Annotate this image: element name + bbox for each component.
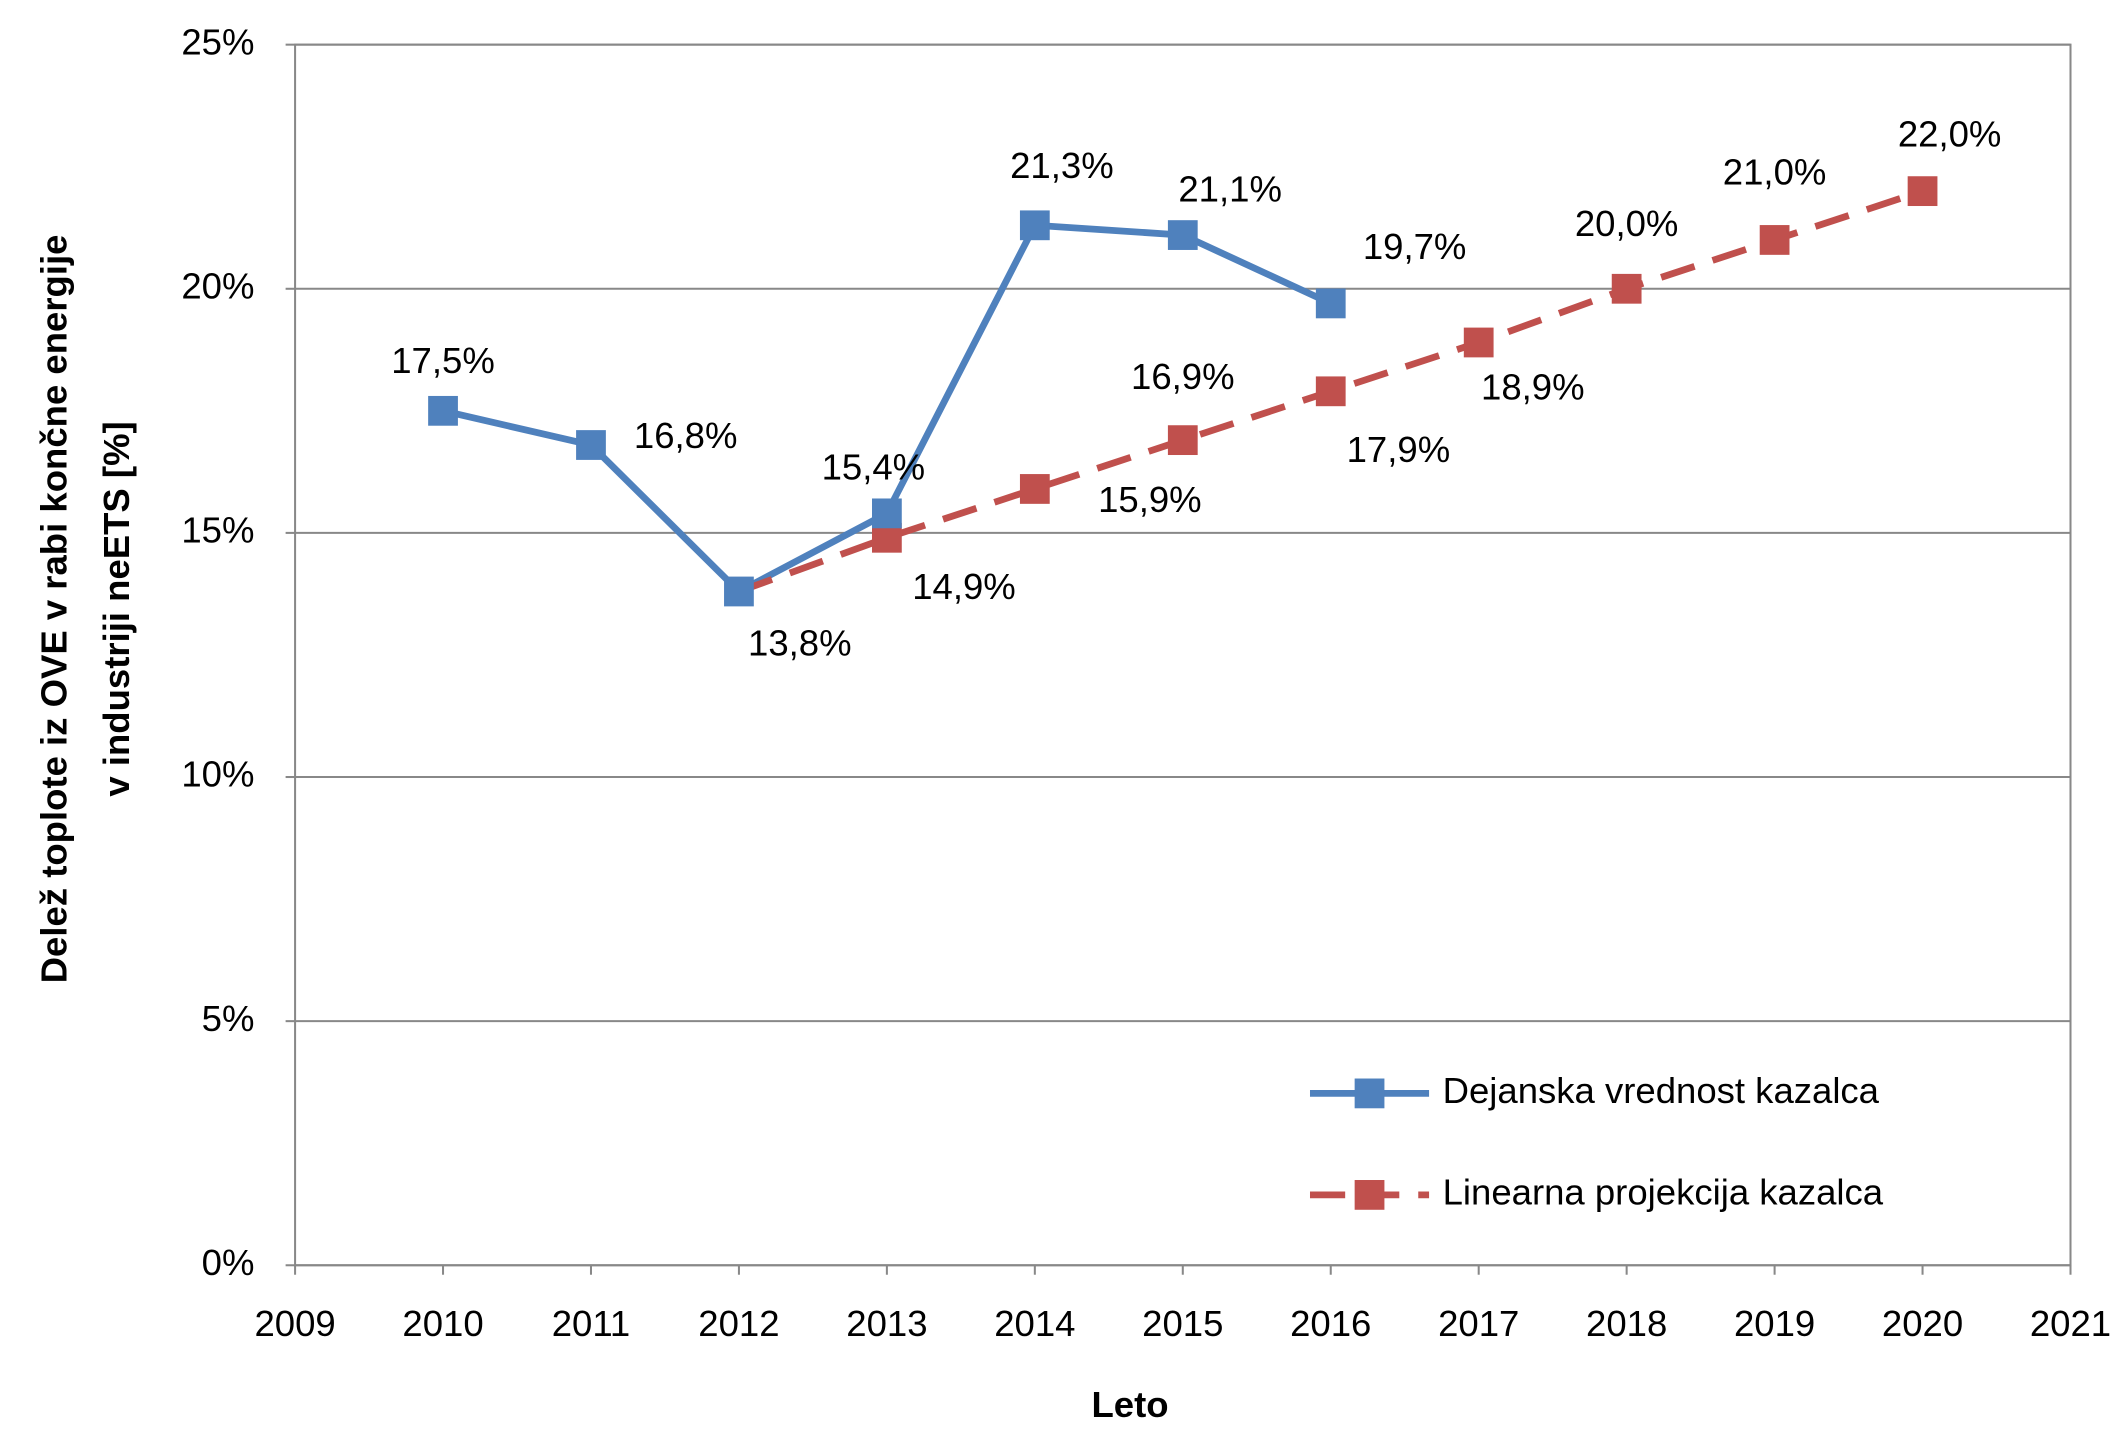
x-tick-label: 2016 [1290,1303,1371,1344]
data-label: 21,0% [1723,152,1827,193]
marker [872,498,902,529]
x-tick-label: 2019 [1734,1303,1815,1344]
marker [1907,176,1938,207]
legend-marker [1354,1180,1385,1210]
x-tick-label: 2014 [994,1303,1075,1344]
x-axis-label: Leto [1091,1384,1168,1425]
legend-label: Linearna projekcija kazalca [1443,1172,1884,1213]
y-tick-label: 5% [202,998,255,1039]
x-tick-label: 2011 [552,1303,631,1344]
x-tick-label: 2020 [1882,1303,1963,1344]
data-label: 17,9% [1347,429,1451,470]
marker [428,395,458,426]
x-tick-label: 2009 [254,1303,335,1344]
data-label: 17,5% [391,340,495,381]
data-label: 21,3% [1010,145,1114,186]
data-label: 22,0% [1898,114,2002,155]
y-axis-label: Delež toplote iz OVE v rabi končne energ… [34,235,75,984]
marker [576,430,606,460]
data-label: 16,8% [634,415,738,456]
legend-label: Dejanska vrednost kazalca [1443,1070,1880,1111]
y-tick-label: 20% [181,265,254,306]
x-tick-label: 2010 [402,1303,483,1344]
marker [1463,327,1494,358]
x-tick-label: 2012 [698,1303,779,1344]
data-label: 15,9% [1098,479,1202,520]
marker [1315,376,1346,407]
legend-marker [1354,1078,1385,1109]
x-tick-label: 2021 [2030,1303,2111,1344]
y-tick-label: 0% [202,1242,255,1283]
x-tick-label: 2013 [846,1303,927,1344]
y-axis-label: v industriji neETS [%] [96,421,137,796]
data-label: 21,1% [1178,168,1282,209]
data-label: 19,7% [1363,226,1467,267]
y-tick-label: 25% [181,21,254,62]
marker [1315,288,1346,319]
marker [1611,273,1642,304]
data-label: 16,9% [1131,356,1235,397]
marker [724,576,754,607]
y-tick-label: 15% [181,510,254,551]
marker [1167,220,1198,250]
marker [1019,210,1050,241]
data-label: 20,0% [1575,203,1679,244]
marker [1759,225,1790,255]
marker [1019,474,1050,504]
data-label: 18,9% [1481,367,1585,408]
x-tick-label: 2018 [1586,1303,1667,1344]
data-label: 15,4% [822,447,926,488]
x-tick-label: 2015 [1142,1303,1223,1344]
marker [1167,425,1198,456]
data-label: 14,9% [912,566,1016,607]
y-tick-label: 10% [181,754,254,795]
x-tick-label: 2017 [1438,1303,1519,1344]
data-label: 13,8% [748,622,852,663]
